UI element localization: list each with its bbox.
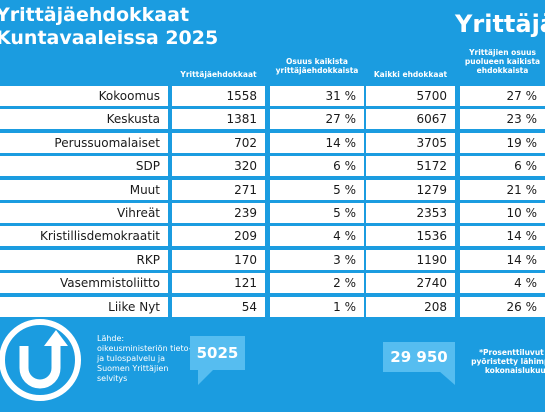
bubble-tail bbox=[198, 369, 214, 385]
value-cell: 1558 bbox=[172, 86, 265, 106]
value-cell: 3705 bbox=[366, 132, 455, 153]
party-cell: Vihreät bbox=[0, 203, 168, 223]
title: Yrittäjäehdokkaat bbox=[0, 4, 190, 26]
value-cell: 1279 bbox=[366, 179, 455, 200]
party-cell: Kristillisdemokraatit bbox=[0, 226, 168, 247]
value-cell: 239 bbox=[172, 203, 265, 223]
note: *Prosenttiluvut on pyöristetty lähimpään… bbox=[471, 348, 545, 375]
party-cell: SDP bbox=[0, 156, 168, 177]
party-cell: Muut bbox=[0, 179, 168, 200]
value-cell: 4 % bbox=[460, 273, 545, 294]
value-cell: 27 % bbox=[460, 86, 545, 106]
value-cell: 1190 bbox=[366, 249, 455, 270]
party-cell: Keskusta bbox=[0, 109, 168, 130]
bubble-tail bbox=[439, 371, 455, 385]
value-cell: 209 bbox=[172, 226, 265, 247]
column-header: Kaikki ehdokkaat bbox=[373, 70, 448, 79]
value-cell: 6 % bbox=[460, 156, 545, 177]
value-cell: 5172 bbox=[366, 156, 455, 177]
value-cell: 320 bbox=[172, 156, 265, 177]
value-cell: 14 % bbox=[460, 249, 545, 270]
value-cell: 271 bbox=[172, 179, 265, 200]
value-cell: 23 % bbox=[460, 109, 545, 130]
value-cell: 10 % bbox=[460, 203, 545, 223]
party-cell: RKP bbox=[0, 249, 168, 270]
party-cell: Perussuomalaiset bbox=[0, 132, 168, 153]
value-cell: 208 bbox=[366, 296, 455, 317]
value-cell: 702 bbox=[172, 132, 265, 153]
value-cell: 54 bbox=[172, 296, 265, 317]
value-cell: 4 % bbox=[270, 226, 364, 247]
value-cell: 121 bbox=[172, 273, 265, 294]
value-cell: 5 % bbox=[270, 179, 364, 200]
column-header: Osuus kaikista yrittäjäehdokkaista bbox=[275, 57, 359, 75]
value-cell: 21 % bbox=[460, 179, 545, 200]
value-cell: 27 % bbox=[270, 109, 364, 130]
column-header: Yrittäjäehdokkaat bbox=[180, 70, 257, 79]
party-cell: Kokoomus bbox=[0, 86, 168, 106]
value-cell: 26 % bbox=[460, 296, 545, 317]
value-cell: 2353 bbox=[366, 203, 455, 223]
value-cell: 3 % bbox=[270, 249, 364, 270]
title: Kuntavaaleissa 2025 bbox=[0, 27, 219, 49]
value-cell: 14 % bbox=[460, 226, 545, 247]
value-cell: 1536 bbox=[366, 226, 455, 247]
value-cell: 5700 bbox=[366, 86, 455, 106]
logo-text: Yrittäjät bbox=[455, 10, 545, 38]
party-cell: Vasemmistoliitto bbox=[0, 273, 168, 294]
value-cell: 19 % bbox=[460, 132, 545, 153]
value-cell: 6 % bbox=[270, 156, 364, 177]
value-cell: 2 % bbox=[270, 273, 364, 294]
party-cell: Liike Nyt bbox=[0, 296, 168, 317]
logo-mark bbox=[0, 319, 81, 401]
value-cell: 170 bbox=[172, 249, 265, 270]
value-cell: 5 % bbox=[270, 203, 364, 223]
source: Lähde: oikeusministeriön tieto- ja tulos… bbox=[97, 334, 192, 383]
value-cell: 1381 bbox=[172, 109, 265, 130]
total-bubble: 5025 bbox=[190, 336, 245, 370]
value-cell: 14 % bbox=[270, 132, 364, 153]
value-cell: 31 % bbox=[270, 86, 364, 106]
value-cell: 1 % bbox=[270, 296, 364, 317]
value-cell: 6067 bbox=[366, 109, 455, 130]
candidates-bubble: 29 950 bbox=[383, 342, 455, 372]
column-header: Yrittäjien osuus puolueen kaikista ehdok… bbox=[464, 48, 541, 75]
value-cell: 2740 bbox=[366, 273, 455, 294]
